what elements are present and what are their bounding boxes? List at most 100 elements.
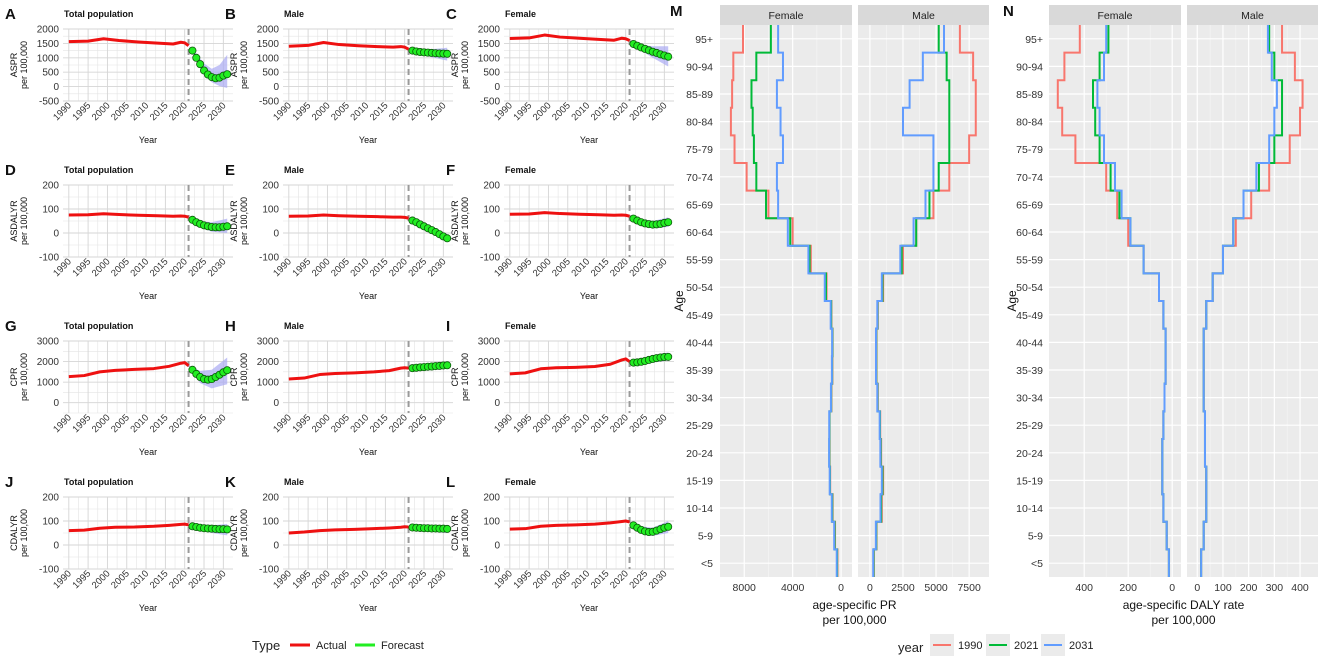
age-tick-label: 80-84 [686, 117, 713, 129]
x-tick-label: 2015 [148, 568, 171, 591]
gridlines [504, 340, 674, 414]
age-tick-label: 35-39 [1016, 365, 1043, 377]
x-tick-label: 2020 [608, 256, 631, 279]
facet-male: Male 0 100 200 300 400 [1187, 5, 1318, 594]
actual-line [509, 211, 630, 218]
facet-strip-label: Female [1097, 10, 1132, 22]
x-tick-label: 2030 [647, 412, 670, 435]
x-tick-label: 400 [1075, 582, 1093, 594]
pyramid-M: M <5 5-9 10-14 15-19 20-24 25-29 30-34 35-39 40-4… [670, 3, 989, 627]
y-tick-label: 500 [42, 68, 59, 79]
facet-strip [720, 5, 852, 25]
x-tick-label: 2020 [167, 100, 190, 123]
y-tick-label: 2000 [37, 25, 60, 36]
facet-strip-label: Female [768, 10, 803, 22]
y-tick-label: 200 [42, 493, 59, 504]
y-tick-label: -500 [259, 97, 279, 108]
x-tick-label: 2015 [368, 100, 391, 123]
panel-letter: C [446, 6, 457, 23]
panel-subtitle: Total population [64, 477, 133, 487]
y-tick-label: -100 [259, 565, 279, 576]
type-legend-title: Type [252, 638, 280, 653]
y-tick-label: 1000 [37, 378, 60, 389]
y-tick-label: 1000 [37, 53, 60, 64]
age-tick-label: 75-79 [686, 144, 713, 156]
y-tick-label: 1000 [478, 378, 501, 389]
gridlines [63, 184, 233, 258]
step-line-2031 [872, 25, 946, 577]
actual-line [509, 357, 631, 376]
x-axis-label: Year [359, 447, 377, 457]
x-tick-label: 2025 [186, 412, 209, 435]
y-tick-label: 100 [42, 517, 59, 528]
y-tick-label: 100 [262, 517, 279, 528]
x-tick-label: 2005 [550, 256, 573, 279]
age-tick-label: 95+ [695, 34, 713, 46]
x-tick-label: 1995 [291, 100, 314, 123]
x-tick-label: 2000 [310, 568, 333, 591]
y-tick-label: 0 [273, 82, 279, 93]
gridlines [504, 184, 674, 258]
year-legend-title: year [898, 640, 924, 655]
x-tick-label: 2030 [647, 100, 670, 123]
x-tick-label: 2025 [186, 100, 209, 123]
legend-2021-label: 2021 [1014, 640, 1038, 652]
step-line-2031 [1200, 25, 1278, 577]
y-axis-label: ASDALYRper 100,000 [229, 197, 249, 245]
age-tick-label: 55-59 [1016, 255, 1043, 267]
forecast-point [443, 49, 452, 58]
age-tick-label: 20-24 [1016, 448, 1043, 460]
x-tick-label: 2025 [406, 256, 429, 279]
x-tick-label: 1995 [291, 256, 314, 279]
year-legend: year 1990 2021 2031 [898, 634, 1093, 656]
x-axis-label: Year [139, 135, 157, 145]
x-tick-label: 100 [1214, 582, 1232, 594]
age-tick-label: 55-59 [686, 255, 713, 267]
age-tick-label: <5 [701, 558, 713, 570]
y-tick-label: 100 [483, 517, 500, 528]
age-tick-label: 50-54 [686, 282, 713, 294]
y-tick-label: 1000 [257, 53, 280, 64]
y-axis-label: CDALYRper 100,000 [9, 509, 29, 557]
age-tick-label: 90-94 [1016, 61, 1043, 73]
x-tick-label: 1995 [291, 568, 314, 591]
x-tick-label: 2000 [531, 412, 554, 435]
y-tick-label: 1000 [257, 378, 280, 389]
y-tick-label: 1500 [37, 39, 60, 50]
gridlines [283, 28, 453, 102]
forecast-point [664, 352, 673, 361]
x-tick-label: 2005 [109, 256, 132, 279]
x-tick-label: 2015 [148, 100, 171, 123]
y-tick-label: 3000 [257, 337, 280, 348]
age-tick-label: 75-79 [1016, 144, 1043, 156]
pyramid-N: N <5 5-9 10-14 15-19 20-24 25-29 30-34 35-39 40-4… [1003, 3, 1318, 627]
forecast-point [223, 366, 232, 375]
x-tick-label: 2005 [329, 412, 352, 435]
actual-line [509, 33, 631, 42]
panel-subtitle: Male [284, 477, 304, 487]
x-tick-label: 2010 [128, 100, 151, 123]
x-tick-label: 2025 [186, 568, 209, 591]
x-tick-label: 1995 [512, 568, 535, 591]
x-tick-label: 2030 [206, 568, 229, 591]
panel-letter: N [1003, 3, 1014, 20]
x-tick-label: 2000 [90, 100, 113, 123]
y-tick-label: 0 [273, 229, 279, 240]
x-tick-label: 1995 [512, 256, 535, 279]
y-tick-label: 0 [494, 229, 500, 240]
y-tick-label: -100 [480, 565, 500, 576]
y-tick-label: 0 [53, 541, 59, 552]
x-tick-label: 2000 [310, 100, 333, 123]
x-tick-label: 400 [1291, 582, 1309, 594]
x-tick-label: 2020 [608, 412, 631, 435]
age-tick-label: 85-89 [1016, 89, 1043, 101]
x-axis-label: age-specific DALY rate [1123, 598, 1245, 612]
gridlines [283, 184, 453, 258]
x-tick-label: 2025 [406, 412, 429, 435]
forecast-point [196, 60, 205, 69]
x-tick-label: 2010 [128, 256, 151, 279]
x-tick-label: 1995 [291, 412, 314, 435]
y-axis-label: ASPRper 100,000 [229, 41, 249, 89]
y-tick-label: 0 [53, 229, 59, 240]
